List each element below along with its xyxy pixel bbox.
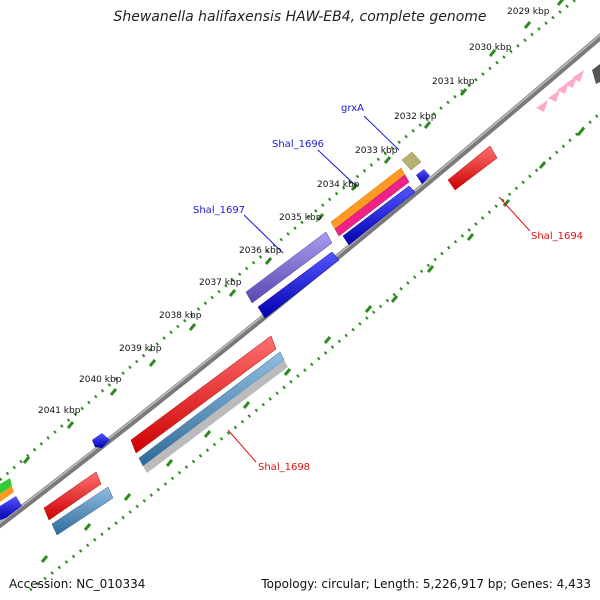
gene-shal-1694[interactable] (447, 145, 498, 191)
tick-label: 2036 kbp (239, 246, 282, 256)
gene-bottom-left-steel[interactable] (51, 486, 114, 536)
gene-grxa[interactable] (401, 151, 422, 171)
inner-tick-ring (29, 111, 600, 592)
gene-shal-1698-red[interactable] (130, 335, 277, 454)
tick-label: 2035 kbp (279, 213, 322, 223)
tick-label: 2033 kbp (355, 146, 398, 156)
outer-major-ticks (22, 0, 565, 464)
map-title: Shewanella halifaxensis HAW-EB4, complet… (113, 9, 487, 25)
outer-tick-ring (0, 0, 576, 482)
gene-blue-under-1696[interactable] (342, 185, 416, 246)
tick-label: 2037 kbp (199, 278, 242, 288)
gene-label-shal-1694[interactable]: Shal_1694 (531, 231, 583, 242)
forward-genes (0, 64, 600, 521)
gene-top-right-grey[interactable] (592, 64, 600, 84)
tick-label: 2034 kbp (317, 180, 360, 190)
pink-arrow-genes[interactable] (536, 70, 584, 112)
tick-label: 2041 kbp (38, 406, 81, 416)
gene-small-blue-left[interactable] (92, 433, 110, 448)
tick-label: 2029 kbp (507, 7, 550, 17)
genome-summary-text: Topology: circular; Length: 5,226,917 bp… (261, 577, 591, 591)
gene-label-shal-1697[interactable]: Shal_1697 (193, 205, 245, 216)
gene-shal-1696-magenta[interactable] (334, 174, 410, 237)
gene-small-blue-grxa[interactable] (416, 169, 430, 184)
tick-label: 2040 kbp (79, 375, 122, 385)
inner-major-ticks (40, 128, 585, 563)
accession-text: Accession: NC_010334 (9, 577, 146, 591)
tick-label: 2039 kbp (119, 344, 162, 354)
gene-label-grxa[interactable]: grxA (341, 103, 364, 114)
label-leaders (227, 115, 531, 463)
gene-label-shal-1696[interactable]: Shal_1696 (272, 139, 324, 150)
gene-bottom-left-red[interactable] (43, 471, 102, 521)
gene-shal-1698-grey[interactable] (143, 360, 288, 473)
gene-blue-edge[interactable] (0, 496, 22, 520)
tick-label: 2031 kbp (432, 77, 475, 87)
tick-label: 2032 kbp (394, 112, 437, 122)
tick-label: 2030 kbp (469, 43, 512, 53)
gene-orange-edge[interactable] (0, 486, 14, 502)
gene-shal-1698-steel[interactable] (138, 351, 285, 467)
tick-label: 2038 kbp (159, 311, 202, 321)
gene-blue-under-1697[interactable] (257, 251, 340, 319)
reverse-genes (51, 70, 584, 536)
gene-label-shal-1698[interactable]: Shal_1698 (258, 462, 310, 473)
gene-shal-1697[interactable] (245, 231, 333, 304)
gene-green-edge[interactable] (0, 478, 12, 494)
